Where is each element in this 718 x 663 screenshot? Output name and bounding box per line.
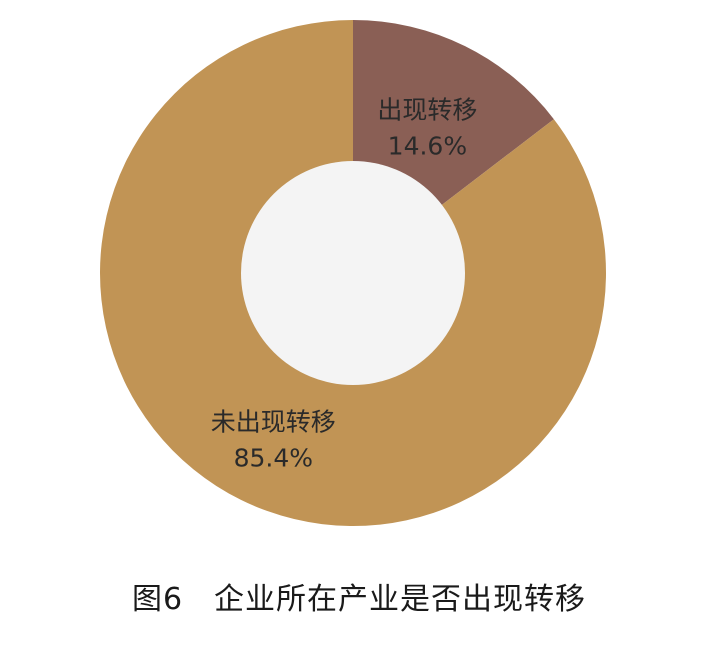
donut-chart: 出现转移 14.6% 未出现转移 85.4%: [100, 20, 607, 526]
slice-value-label-1: 14.6%: [388, 131, 467, 160]
donut-chart-svg: 出现转移 14.6% 未出现转移 85.4%: [100, 20, 607, 526]
slice-label-2: 未出现转移: [211, 407, 336, 436]
donut-hole: [241, 161, 465, 385]
slice-label-1: 出现转移: [377, 95, 477, 124]
slice-value-label-2: 85.4%: [234, 443, 313, 472]
chart-caption: 图6 企业所在产业是否出现转移: [131, 582, 587, 617]
